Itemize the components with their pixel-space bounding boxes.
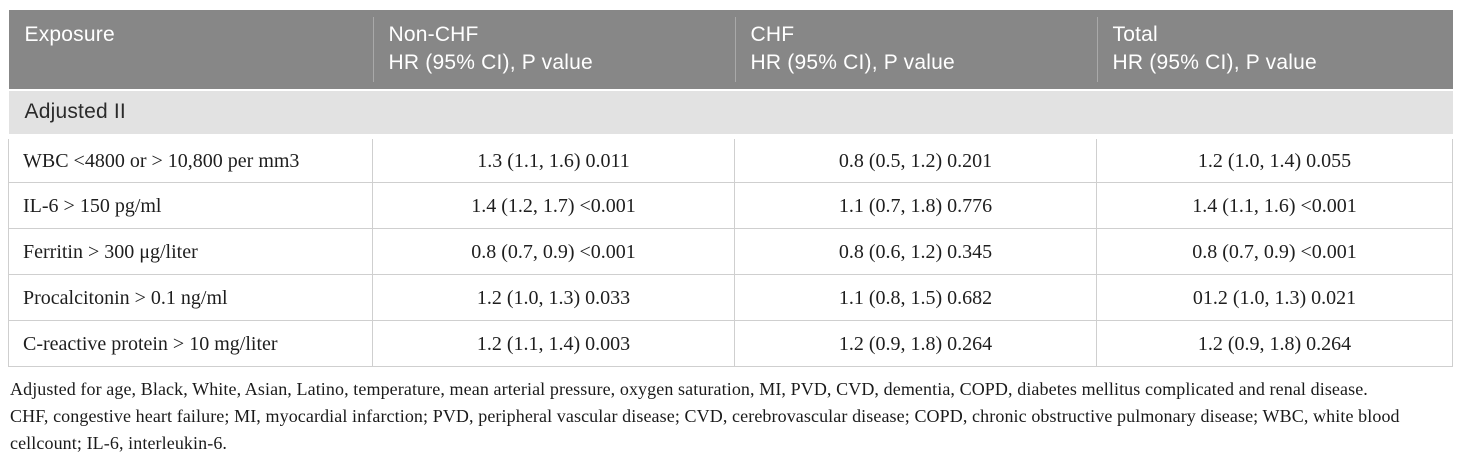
table-row: C-reactive protein > 10 mg/liter 1.2 (1.… (8, 320, 1453, 367)
total-value-cell: 1.2 (1.0, 1.4) 0.055 (1096, 136, 1453, 183)
table-body: WBC <4800 or > 10,800 per mm3 1.3 (1.1, … (8, 136, 1453, 367)
column-header-total: Total HR (95% CI), P value (1096, 10, 1453, 90)
hazard-ratio-table: Exposure Non-CHF HR (95% CI), P value CH… (8, 10, 1453, 367)
column-header-chf: CHF HR (95% CI), P value (734, 10, 1097, 90)
column-header-non-chf-sublabel: HR (95% CI), P value (388, 51, 593, 74)
footnote-adjustment-note: Adjusted for age, Black, White, Asian, L… (10, 379, 1368, 399)
chf-value-cell: 0.8 (0.6, 1.2) 0.345 (734, 228, 1097, 275)
column-header-non-chf-label: Non-CHF (388, 23, 479, 46)
chf-value-cell: 0.8 (0.5, 1.2) 0.201 (734, 136, 1097, 183)
non-chf-value-cell: 0.8 (0.7, 0.9) <0.001 (372, 228, 735, 275)
non-chf-value-cell: 1.2 (1.0, 1.3) 0.033 (372, 274, 735, 321)
column-header-total-label: Total (1112, 23, 1158, 46)
section-band-body: Adjusted II (8, 89, 1453, 139)
column-header-exposure-label: Exposure (24, 23, 115, 46)
footnote-abbreviations-line1: CHF, congestive heart failure; MI, myoca… (10, 406, 1400, 426)
exposure-cell: IL-6 > 150 pg/ml (8, 182, 373, 229)
column-header-non-chf: Non-CHF HR (95% CI), P value (372, 10, 735, 90)
table-row: Ferritin > 300 μg/liter 0.8 (0.7, 0.9) <… (8, 228, 1453, 275)
total-value-cell: 01.2 (1.0, 1.3) 0.021 (1096, 274, 1453, 321)
header-row: Exposure Non-CHF HR (95% CI), P value CH… (8, 10, 1453, 90)
section-label-adjusted-ii: Adjusted II (8, 89, 1453, 139)
table-row: IL-6 > 150 pg/ml 1.4 (1.2, 1.7) <0.001 1… (8, 182, 1453, 229)
section-row: Adjusted II (8, 89, 1453, 139)
footnote-abbreviations-line2: cellcount; IL-6, interleukin-6. (10, 433, 228, 453)
exposure-cell: Procalcitonin > 0.1 ng/ml (8, 274, 373, 321)
chf-value-cell: 1.1 (0.7, 1.8) 0.776 (734, 182, 1097, 229)
non-chf-value-cell: 1.3 (1.1, 1.6) 0.011 (372, 136, 735, 183)
chf-value-cell: 1.2 (0.9, 1.8) 0.264 (734, 320, 1097, 367)
chf-value-cell: 1.1 (0.8, 1.5) 0.682 (734, 274, 1097, 321)
table-header: Exposure Non-CHF HR (95% CI), P value CH… (8, 10, 1453, 90)
column-header-exposure: Exposure (8, 10, 373, 90)
total-value-cell: 0.8 (0.7, 0.9) <0.001 (1096, 228, 1453, 275)
column-header-total-sublabel: HR (95% CI), P value (1112, 51, 1317, 74)
table-row: WBC <4800 or > 10,800 per mm3 1.3 (1.1, … (8, 136, 1453, 183)
non-chf-value-cell: 1.2 (1.1, 1.4) 0.003 (372, 320, 735, 367)
table-footnotes: Adjusted for age, Black, White, Asian, L… (10, 376, 1450, 457)
non-chf-value-cell: 1.4 (1.2, 1.7) <0.001 (372, 182, 735, 229)
column-header-chf-label: CHF (750, 23, 795, 46)
exposure-cell: Ferritin > 300 μg/liter (8, 228, 373, 275)
total-value-cell: 1.4 (1.1, 1.6) <0.001 (1096, 182, 1453, 229)
total-value-cell: 1.2 (0.9, 1.8) 0.264 (1096, 320, 1453, 367)
table-row: Procalcitonin > 0.1 ng/ml 1.2 (1.0, 1.3)… (8, 274, 1453, 321)
exposure-cell: WBC <4800 or > 10,800 per mm3 (8, 136, 373, 183)
column-header-chf-sublabel: HR (95% CI), P value (750, 51, 955, 74)
exposure-cell: C-reactive protein > 10 mg/liter (8, 320, 373, 367)
